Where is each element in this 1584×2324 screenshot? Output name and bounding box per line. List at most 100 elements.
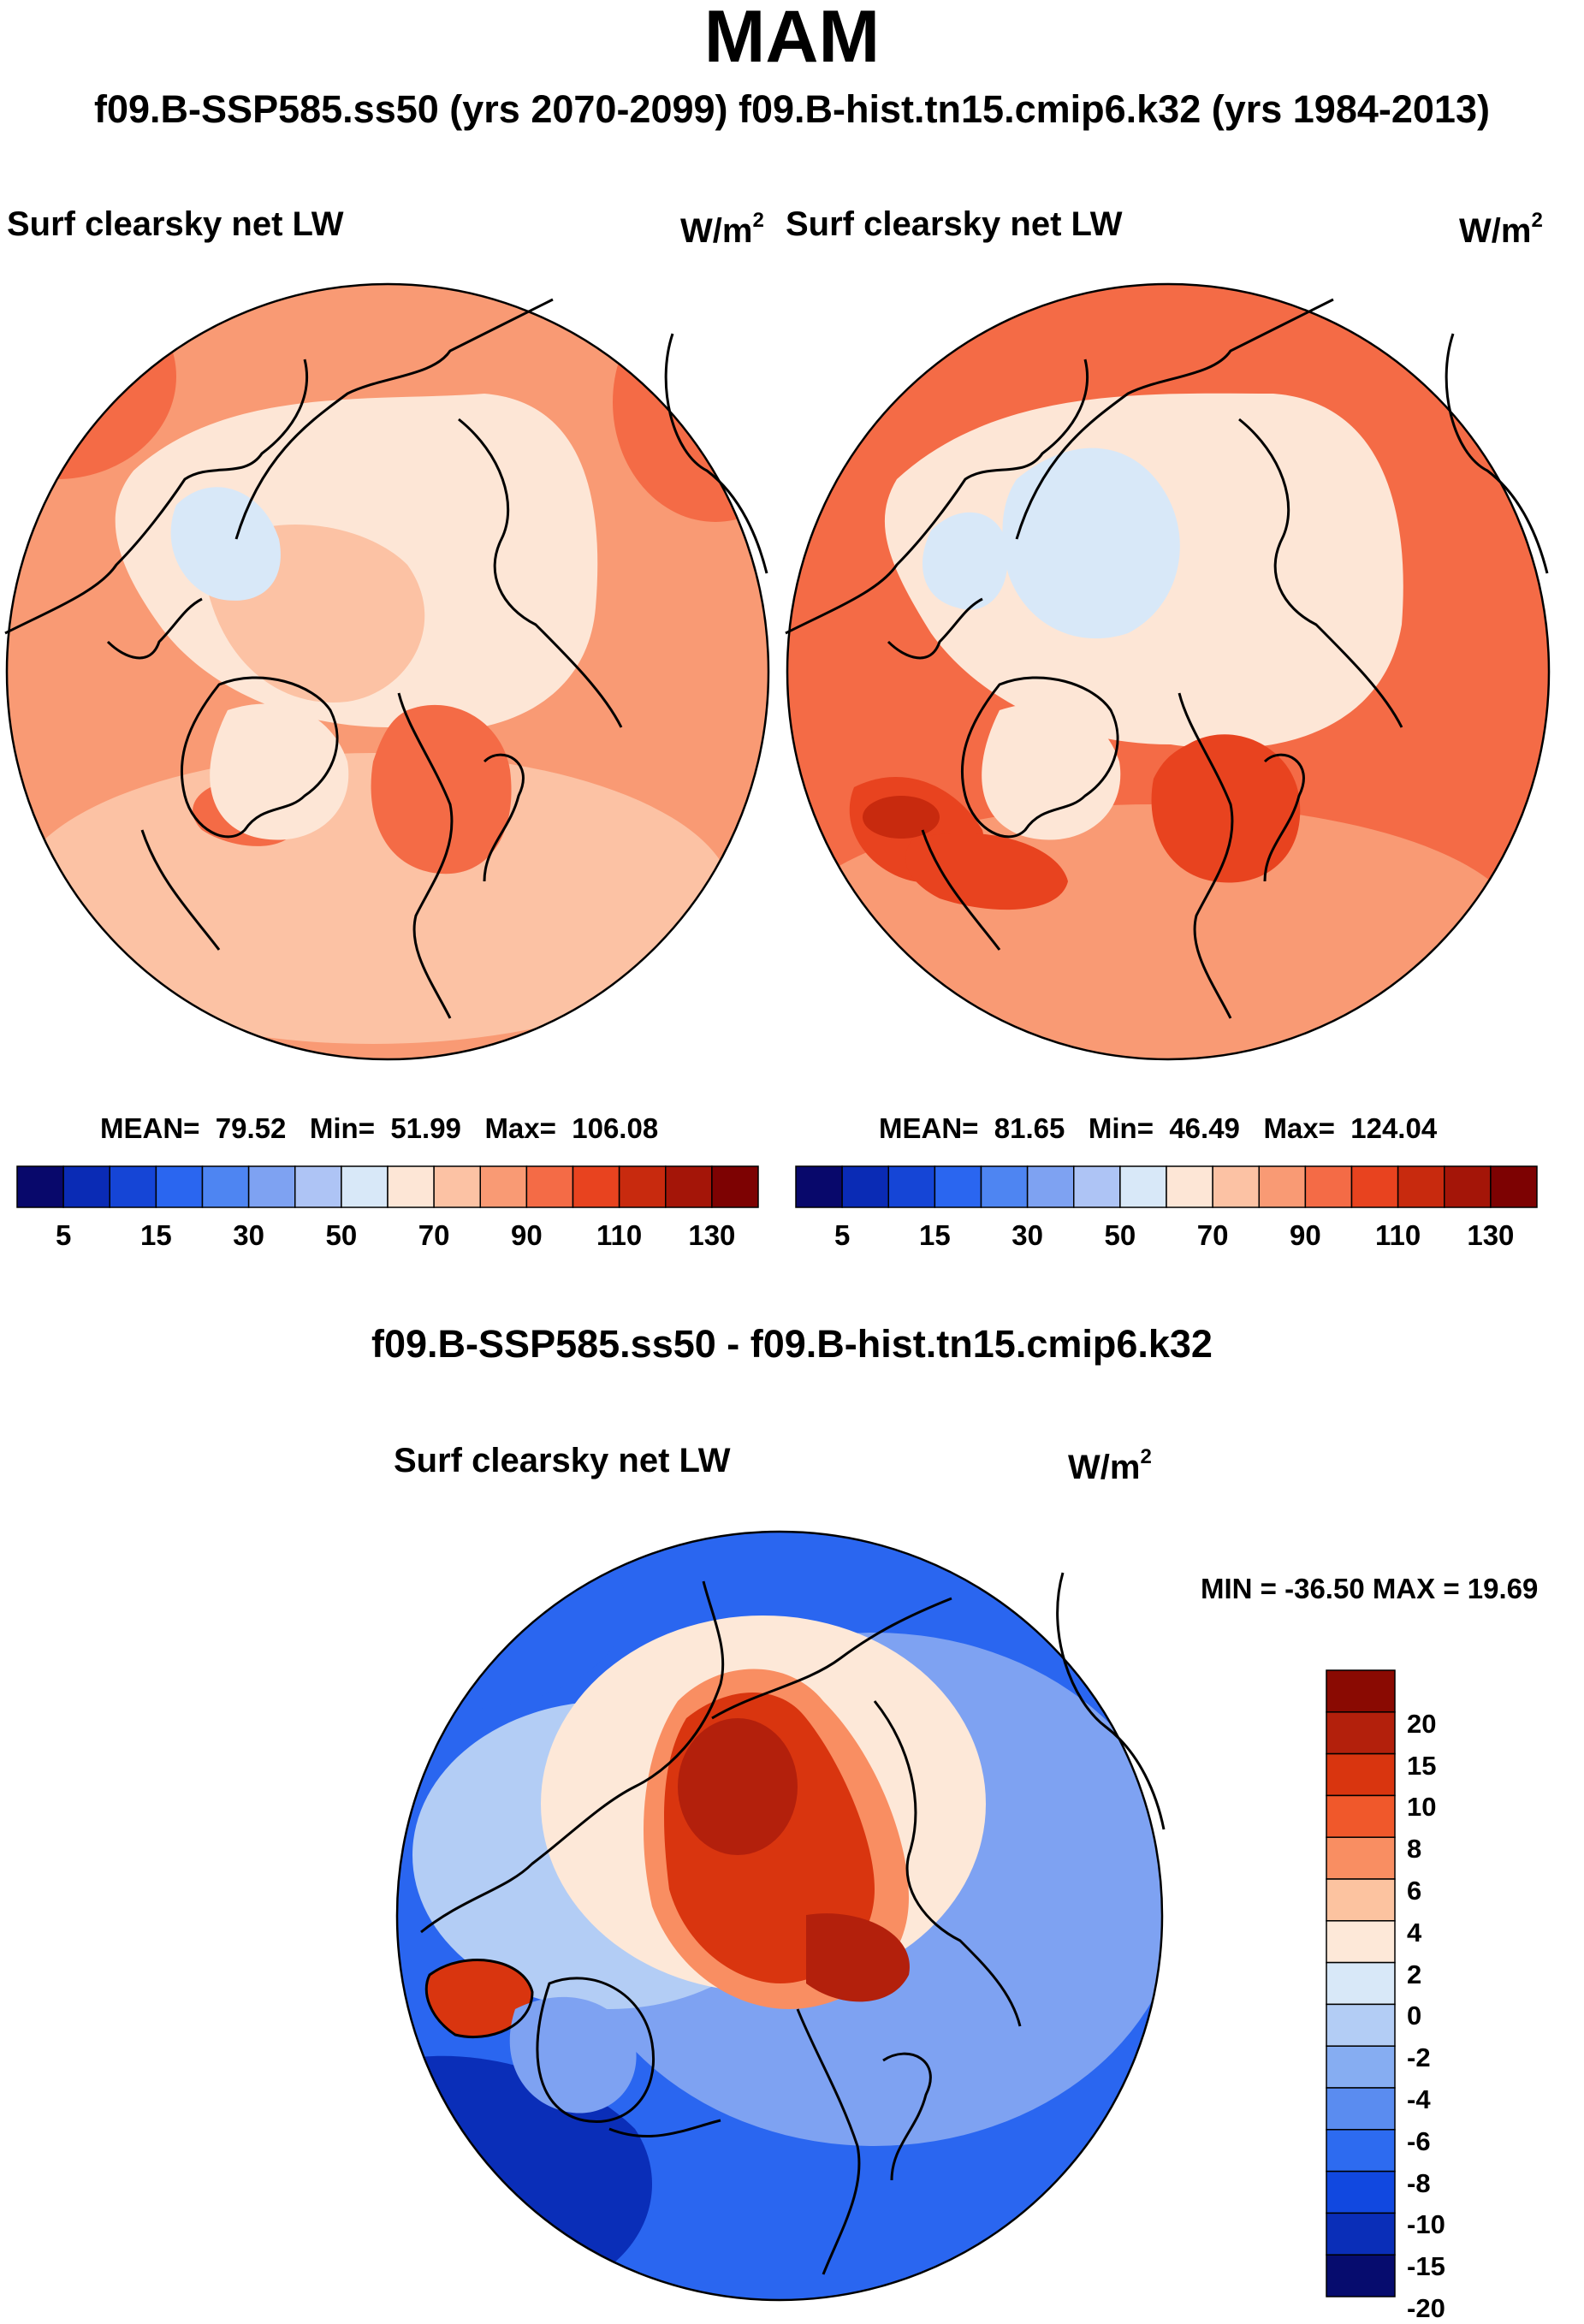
right-map-archipelago-ice <box>923 512 1008 610</box>
right-panel-title: Surf clearsky net LW <box>786 205 1123 243</box>
right-colorbar-swatch-8 <box>1166 1165 1213 1208</box>
diff-colorbar-tick-label: -10 <box>1407 2209 1445 2240</box>
right-map-greenland <box>982 703 1121 840</box>
right-colorbar-swatch-10 <box>1258 1165 1307 1208</box>
diff-colorbar-swatch-0 <box>1326 1669 1396 1713</box>
right-colorbar-tick-label: 15 <box>919 1219 951 1251</box>
left-mean-label: MEAN= <box>100 1112 200 1144</box>
left-colorbar-ticks: 5 15 30 50 70 90 110 130 <box>17 1219 758 1254</box>
right-colorbar-swatch-14 <box>1444 1165 1492 1208</box>
diff-map-barents-core <box>806 1913 910 2002</box>
left-colorbar-swatch-5 <box>247 1165 296 1208</box>
left-panel-title: Surf clearsky net LW <box>7 205 344 243</box>
left-colorbar-tick-label: 70 <box>418 1219 450 1251</box>
left-map-coastlines <box>4 298 768 1019</box>
diff-colorbar-ticks: 20 15 10 8 6 4 2 0 -2 -4 -6 -8 -10 -15 -20 <box>1407 1670 1510 2323</box>
diff-colorbar-tick-label: 0 <box>1407 2001 1422 2031</box>
difference-polar-map <box>395 1530 1166 2302</box>
right-colorbar-tick-label: 5 <box>834 1219 851 1251</box>
diff-map-coastlines <box>420 1572 1166 2275</box>
diff-map-pacific-blue <box>397 1532 626 1710</box>
diff-minmax: MIN = -36.50 MAX = 19.69 <box>1201 1573 1539 1604</box>
right-map-norwegian-sea <box>1151 734 1301 883</box>
right-max-label: Max= <box>1263 1112 1335 1144</box>
right-colorbar-swatch-0 <box>795 1165 843 1208</box>
diff-colorbar-tick-label: -20 <box>1407 2293 1445 2323</box>
right-mean-value: 81.65 <box>994 1112 1065 1144</box>
left-colorbar-swatch-4 <box>201 1165 250 1208</box>
left-colorbar-swatch-11 <box>525 1165 574 1208</box>
diff-colorbar-swatch-8 <box>1326 2003 1396 2047</box>
right-colorbar-swatch-2 <box>887 1165 936 1208</box>
right-colorbar-swatch-3 <box>934 1165 982 1208</box>
diff-colorbar-swatch-12 <box>1326 2170 1396 2214</box>
difference-title: f09.B-SSP585.ss50 - f09.B-hist.tn15.cmip… <box>371 1322 1213 1366</box>
right-stats: MEAN= 81.65 Min= 46.49 Max= 124.04 <box>879 1112 1437 1145</box>
left-map-border <box>5 282 770 1061</box>
right-colorbar-swatch-15 <box>1490 1165 1538 1208</box>
diff-colorbar-swatch-5 <box>1326 1878 1396 1922</box>
left-colorbar-tick-label: 5 <box>55 1219 72 1251</box>
left-polar-map <box>4 282 770 1061</box>
left-colorbar-swatch-0 <box>16 1165 64 1208</box>
diff-colorbar-swatch-3 <box>1326 1794 1396 1838</box>
right-colorbar-tick-label: 130 <box>1467 1219 1515 1251</box>
right-colorbar-tick-label: 70 <box>1196 1219 1229 1251</box>
diff-map-arctic-core <box>678 1718 798 1855</box>
right-colorbar-swatch-4 <box>980 1165 1029 1208</box>
left-min-value: 51.99 <box>390 1112 461 1144</box>
diff-colorbar-tick-label: 10 <box>1407 1792 1437 1823</box>
diff-colorbar-tick-label: -6 <box>1407 2125 1431 2156</box>
right-colorbar-swatch-9 <box>1212 1165 1260 1208</box>
diff-colorbar-tick-label: -8 <box>1407 2167 1431 2198</box>
left-colorbar-swatch-2 <box>109 1165 157 1208</box>
diff-colorbar-swatch-11 <box>1326 2129 1396 2173</box>
right-colorbar <box>795 1165 1538 1208</box>
diff-colorbar-tick-label: -4 <box>1407 2084 1431 2114</box>
right-panel-units: W/m2 <box>1459 209 1543 251</box>
left-colorbar-tick-label: 130 <box>688 1219 736 1251</box>
right-colorbar-tick-label: 50 <box>1104 1219 1136 1251</box>
right-colorbar-ticks: 5 15 30 50 70 90 110 130 <box>796 1219 1537 1254</box>
diff-colorbar-swatch-1 <box>1326 1711 1396 1755</box>
left-panel-units: W/m2 <box>680 209 764 251</box>
left-colorbar-tick-label: 90 <box>511 1219 543 1251</box>
right-colorbar-swatch-5 <box>1026 1165 1075 1208</box>
diff-colorbar-tick-label: 2 <box>1407 1959 1422 1989</box>
left-colorbar-tick-label: 110 <box>596 1219 643 1251</box>
diff-colorbar-swatch-2 <box>1326 1752 1396 1797</box>
right-polar-map <box>785 282 1551 1061</box>
diff-map-border <box>395 1530 1164 2302</box>
right-map-central-arctic <box>1002 448 1180 639</box>
diff-colorbar-swatch-6 <box>1326 1920 1396 1964</box>
left-min-label: Min= <box>309 1112 375 1144</box>
right-colorbar-tick-label: 110 <box>1375 1219 1421 1251</box>
left-map-norwegian-sea <box>371 704 512 874</box>
right-map-irminger-sea <box>905 833 1068 910</box>
left-map-greenland <box>210 703 349 840</box>
diff-colorbar-tick-label: 15 <box>1407 1750 1437 1781</box>
left-colorbar-swatch-6 <box>294 1165 342 1208</box>
left-max-value: 106.08 <box>572 1112 659 1144</box>
left-colorbar-swatch-3 <box>155 1165 204 1208</box>
right-mean-label: MEAN= <box>879 1112 979 1144</box>
left-colorbar-swatch-13 <box>618 1165 667 1208</box>
right-colorbar-tick-label: 30 <box>1012 1219 1043 1251</box>
experiment-subtitle: f09.B-SSP585.ss50 (yrs 2070-2099) f09.B-… <box>94 87 1490 131</box>
right-colorbar-swatch-13 <box>1397 1165 1445 1208</box>
diff-colorbar-tick-label: 8 <box>1407 1834 1422 1865</box>
left-colorbar-tick-label: 30 <box>233 1219 264 1251</box>
right-map-labrador-core <box>863 796 940 839</box>
right-colorbar-swatch-7 <box>1119 1165 1167 1208</box>
right-colorbar-swatch-1 <box>841 1165 889 1208</box>
diff-colorbar <box>1326 1669 1396 2297</box>
left-colorbar-swatch-8 <box>387 1165 435 1208</box>
left-colorbar-swatch-14 <box>665 1165 713 1208</box>
diff-map-greenland <box>509 1996 637 2114</box>
left-colorbar-swatch-7 <box>341 1165 389 1208</box>
diff-colorbar-tick-label: 20 <box>1407 1708 1437 1739</box>
right-map-border <box>786 282 1551 1061</box>
left-colorbar-tick-label: 15 <box>140 1219 172 1251</box>
left-map-archipelago-ice <box>170 487 281 601</box>
left-max-label: Max= <box>484 1112 556 1144</box>
